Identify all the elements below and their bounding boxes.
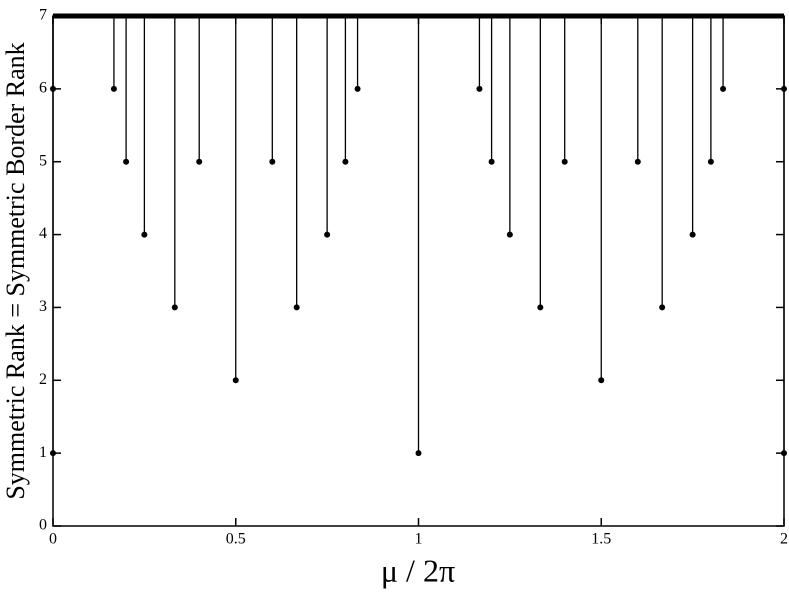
- point: [123, 158, 130, 165]
- point: [598, 377, 605, 384]
- point: [50, 450, 56, 457]
- y-tick-label: 3: [39, 298, 47, 315]
- y-tick-label: 0: [39, 517, 47, 534]
- y-axis-label: Symmetric Rank = Symmetric Border Rank: [1, 42, 30, 499]
- point: [689, 231, 696, 238]
- y-tick-label: 4: [39, 225, 47, 242]
- point: [781, 450, 787, 457]
- y-tick-label: 6: [39, 80, 47, 97]
- y-tick-label: 2: [39, 371, 47, 388]
- x-tick-label: 0: [49, 531, 57, 548]
- point: [476, 85, 483, 92]
- point: [269, 158, 276, 165]
- x-tick-label: 2: [780, 531, 788, 548]
- point: [342, 158, 349, 165]
- point: [634, 158, 641, 165]
- point: [324, 231, 331, 238]
- point: [293, 304, 300, 311]
- point: [171, 304, 178, 311]
- x-tick-label: 1.5: [591, 531, 611, 548]
- point: [232, 377, 239, 384]
- point: [415, 450, 422, 457]
- x-tick-label: 0.5: [226, 531, 246, 548]
- point: [196, 158, 203, 165]
- x-tick-label: 1: [415, 531, 423, 548]
- point: [354, 85, 361, 92]
- point: [537, 304, 544, 311]
- point: [659, 304, 666, 311]
- point: [141, 231, 148, 238]
- point: [707, 158, 714, 165]
- y-tick-label: 7: [39, 7, 47, 24]
- point: [110, 85, 117, 92]
- point: [488, 158, 495, 165]
- point: [506, 231, 513, 238]
- x-axis-label: μ / 2π: [381, 552, 455, 588]
- y-tick-label: 1: [39, 444, 47, 461]
- y-tick-label: 5: [39, 152, 47, 169]
- point: [561, 158, 568, 165]
- point: [720, 85, 727, 92]
